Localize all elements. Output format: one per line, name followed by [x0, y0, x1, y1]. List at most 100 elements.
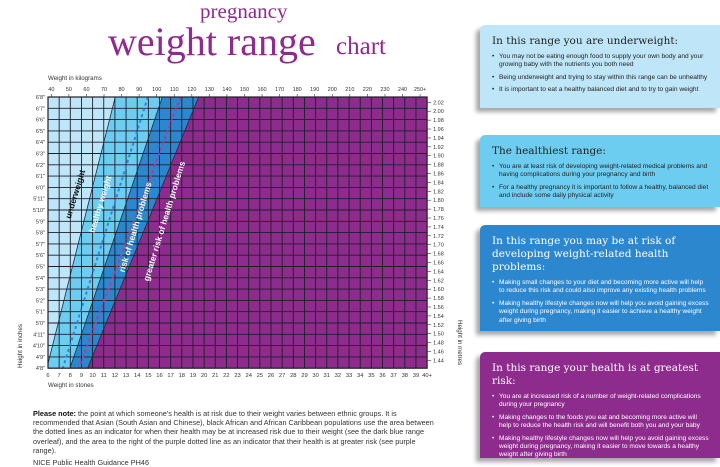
stone-tick-label: 37	[390, 373, 396, 379]
band-boundary-line	[48, 97, 116, 366]
weight-range-chart: underweight healthy weight risk of health …	[17, 75, 463, 389]
stone-tick-label: 27	[279, 373, 285, 379]
chart-title: pregnancy weight range chart	[0, 0, 470, 64]
metre-tick-label: 1.80	[433, 198, 444, 204]
stone-tick-label: 28	[290, 373, 296, 379]
metre-tick-label: 1.46	[433, 349, 444, 355]
inch-tick-label: 5'1"	[36, 310, 45, 316]
panel-underweight: In this range you are underweight: You m…	[480, 25, 720, 108]
inch-tick-label: 6'1"	[36, 174, 45, 180]
inch-tick-label: 5'7"	[36, 242, 45, 248]
kg-tick-label: 190	[310, 87, 319, 93]
inch-tick-label: 6'5"	[36, 129, 45, 135]
panel-item: Making small changes to your diet and be…	[492, 279, 710, 296]
stone-tick-label: 7	[58, 373, 61, 379]
dotted-line-blue	[61, 97, 149, 369]
metre-tick-label: 1.70	[433, 243, 444, 249]
metre-tick-label: 1.44	[433, 358, 444, 364]
inch-tick-label: 4'9"	[36, 355, 45, 361]
metre-tick-label: 1.82	[433, 189, 444, 195]
panel-risk: In this range you may be at risk of deve…	[480, 225, 720, 331]
inch-tick-label: 5'10"	[33, 208, 45, 214]
stone-tick-label: 26	[268, 373, 274, 379]
metre-tick-label: 1.94	[433, 136, 444, 142]
metre-tick-label: 1.86	[433, 172, 444, 178]
metre-tick-label: 1.74	[433, 225, 444, 231]
metre-tick-label: 1.66	[433, 260, 444, 266]
stone-tick-label: 16	[156, 373, 162, 379]
stone-tick-label: 33	[346, 373, 352, 379]
panel-heading: In this range your health is at greatest…	[492, 362, 699, 387]
stone-tick-label: 32	[335, 373, 341, 379]
panel-heading: The healthiest range:	[492, 145, 606, 157]
panel-item: Making changes to the foods you eat and …	[492, 414, 710, 431]
inch-tick-label: 6'2"	[36, 163, 45, 169]
stone-tick-label: 15	[145, 373, 151, 379]
title-weight-range: weight range	[108, 19, 316, 64]
metre-tick-label: 1.92	[433, 145, 444, 151]
stone-tick-label: 36	[379, 373, 385, 379]
metre-tick-label: 1.54	[433, 314, 444, 320]
panel-item: For a healthy pregnancy it is important …	[492, 184, 710, 201]
metre-tick-label: 1.52	[433, 323, 444, 329]
inch-tick-label: 5'9"	[36, 219, 45, 225]
kg-tick-label: 80	[119, 87, 125, 93]
inch-tick-label: 6'4"	[36, 140, 45, 146]
metre-tick-label: 1.98	[433, 118, 444, 124]
band-boundary-line	[69, 97, 163, 369]
panel-item: You may not be eating enough food to sup…	[492, 53, 710, 70]
inch-tick-label: 6'3"	[36, 152, 45, 158]
kg-tick-label: 180	[293, 87, 302, 93]
band-boundary-line	[87, 97, 199, 369]
stone-tick-label: 11	[101, 373, 107, 379]
kg-tick-label: 160	[257, 87, 266, 93]
kg-tick-label: 230	[380, 87, 389, 93]
kg-tick-label: 70	[101, 87, 107, 93]
stone-tick-label: 31	[324, 373, 330, 379]
stone-tick-label: 20	[201, 373, 207, 379]
kg-tick-label: 40	[48, 87, 54, 93]
y-axis-label-metres: Height in metres	[456, 320, 463, 365]
metre-tick-label: 1.84	[433, 180, 444, 186]
kg-tick-label: 170	[275, 87, 284, 93]
plot-border	[47, 96, 428, 369]
inch-tick-label: 6'7"	[36, 106, 45, 112]
metre-tick-label: 1.56	[433, 305, 444, 311]
stone-tick-label: 8	[69, 373, 72, 379]
metre-tick-label: 2.02	[433, 100, 444, 106]
panel-item: Making healthy lifestyle changes now wil…	[492, 300, 710, 325]
title-chart: chart	[336, 33, 386, 60]
stone-tick-label: 10	[89, 373, 95, 379]
kg-tick-label: 90	[136, 87, 142, 93]
stone-tick-label: 24	[245, 373, 252, 379]
kg-tick-label: 250+	[414, 87, 426, 93]
kg-tick-label: 150	[240, 87, 249, 93]
kg-tick-label: 50	[66, 87, 72, 93]
metre-tick-label: 1.88	[433, 163, 444, 169]
metre-tick-label: 1.60	[433, 287, 444, 293]
panel-item: It is important to eat a healthy balance…	[492, 86, 710, 95]
inch-tick-label: 5'2"	[36, 298, 45, 304]
note-bold: Please note:	[33, 409, 76, 418]
title-pregnancy: pregnancy	[200, 0, 288, 23]
metre-tick-label: 1.68	[433, 252, 444, 258]
x-axis-label-kg: Weight in kilograms	[48, 75, 102, 82]
inch-tick-label: 5'3"	[36, 287, 45, 293]
stone-tick-label: 13	[123, 373, 129, 379]
stone-tick-label: 39	[413, 373, 419, 379]
stone-tick-label: 40+	[422, 373, 432, 379]
panel-heading: In this range you are underweight:	[492, 35, 679, 47]
dotted-line-purple	[77, 97, 182, 369]
ethnic-groups-note: Please note: the point at which someone'…	[33, 409, 438, 455]
stone-tick-label: 25	[257, 373, 263, 379]
stone-tick-label: 12	[112, 373, 118, 379]
panel-item: You are at least risk of developing weig…	[492, 163, 710, 180]
inch-tick-label: 5'8"	[36, 231, 45, 237]
metre-tick-label: 1.72	[433, 234, 444, 240]
inch-tick-label: 4'10"	[33, 344, 45, 350]
metre-tick-label: 1.58	[433, 296, 444, 302]
inch-tick-label: 6'6"	[36, 118, 45, 124]
kg-tick-label: 200	[328, 87, 337, 93]
kg-tick-label: 140	[222, 87, 231, 93]
stone-tick-label: 35	[368, 373, 374, 379]
